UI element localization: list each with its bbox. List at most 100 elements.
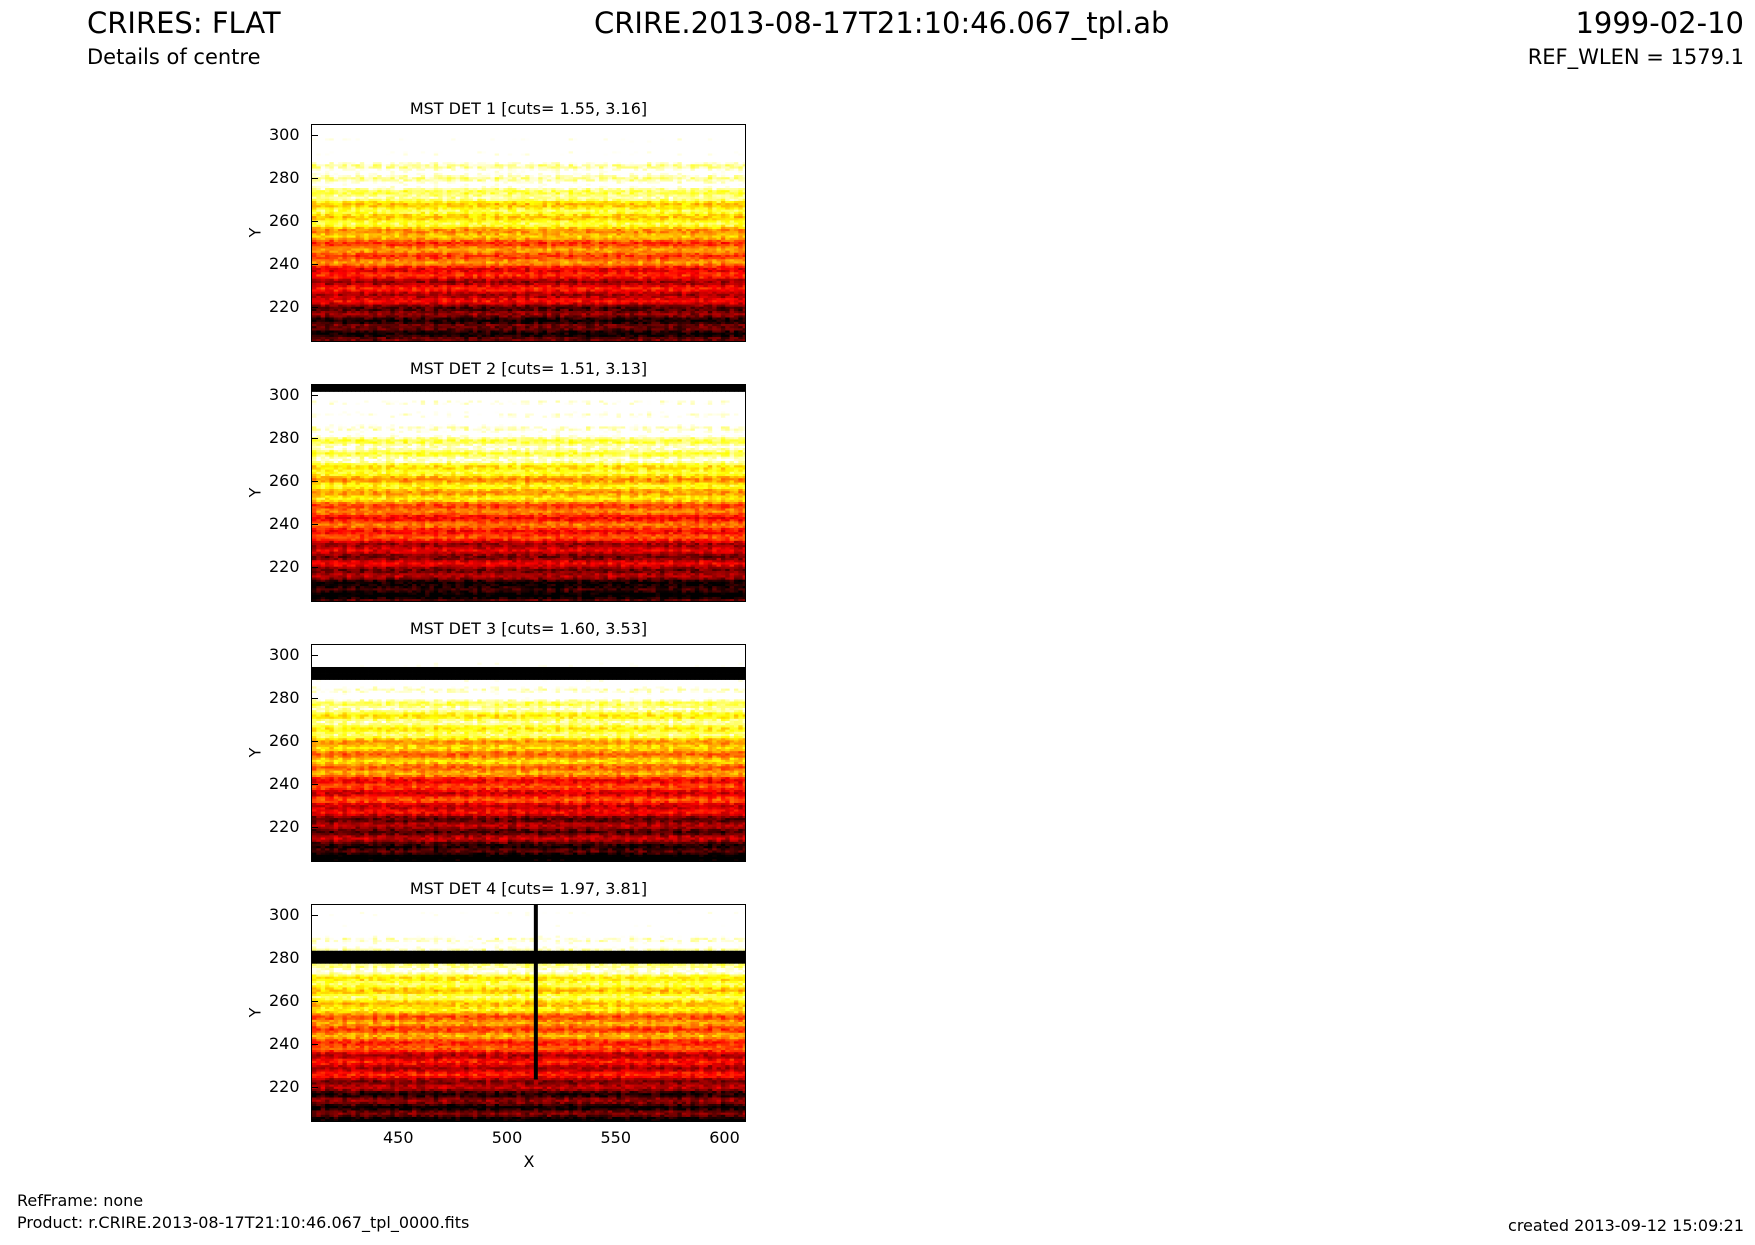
heatmap-cell (712, 258, 717, 262)
heatmap-cell (377, 273, 382, 277)
heatmap-cell (668, 256, 674, 260)
heatmap-cell (433, 325, 439, 329)
heatmap-cell (342, 237, 348, 240)
heatmap-cell (355, 269, 361, 273)
heatmap-cell (399, 276, 404, 279)
heatmap-cell (612, 252, 617, 255)
heatmap-cell (690, 327, 696, 331)
heatmap-cell (520, 319, 526, 322)
heatmap-cell (438, 245, 443, 249)
heatmap-cell (625, 269, 630, 273)
heatmap-cell (616, 241, 622, 245)
heatmap-cell (486, 235, 491, 238)
heatmap-cell (520, 308, 526, 312)
heatmap-cell (312, 252, 317, 255)
heatmap-cell (677, 319, 683, 322)
heatmap-cell (738, 239, 744, 242)
heatmap-cell (520, 317, 526, 320)
heatmap-cell (607, 241, 613, 245)
heatmap-cell (442, 301, 448, 305)
heatmap-cell (673, 280, 678, 283)
heatmap-cell (490, 241, 496, 245)
heatmap-cell (638, 321, 643, 324)
heatmap-cell (616, 301, 622, 305)
heatmap-cell (542, 250, 548, 253)
heatmap-cell (333, 293, 339, 296)
heatmap-cell (607, 308, 613, 312)
heatmap-cell (542, 308, 548, 312)
heatmap-cell (525, 239, 530, 242)
heatmap-cell (372, 325, 378, 329)
heatmap-cell (333, 239, 339, 242)
heatmap-cell (451, 323, 456, 327)
heatmap-cell (377, 271, 382, 275)
heatmap-cell (342, 241, 348, 245)
heatmap-cell (338, 256, 343, 260)
heatmap-cell (725, 258, 730, 262)
heatmap-cell (586, 330, 591, 333)
heatmap-cell (703, 243, 709, 247)
heatmap-cell (681, 258, 687, 262)
heatmap-cell (451, 267, 456, 271)
heatmap-cell (586, 327, 591, 331)
heatmap-cell (368, 273, 374, 277)
heatmap-cell (455, 263, 461, 266)
heatmap-cell (338, 269, 343, 273)
heatmap-cell (394, 312, 400, 316)
heatmap-cell (525, 254, 530, 258)
heatmap-cell (581, 301, 587, 305)
heatmap-cell (629, 306, 635, 309)
heatmap-cell (681, 256, 687, 260)
heatmap-cell (559, 250, 565, 253)
heatmap-cell (686, 295, 691, 299)
heatmap-cell (464, 263, 469, 266)
heatmap-cell (538, 308, 543, 312)
heatmap-cell (568, 276, 574, 279)
heatmap-cell (486, 308, 491, 312)
heatmap-cell (420, 235, 426, 238)
heatmap-cell (481, 267, 487, 271)
heatmap-cell (486, 243, 491, 247)
heatmap-cell (699, 286, 704, 290)
heatmap-cell (481, 248, 487, 251)
heatmap-cell (342, 306, 348, 309)
heatmap-cell (555, 299, 561, 303)
heatmap-cell (416, 319, 422, 322)
heatmap-cell (472, 235, 478, 238)
heatmap-cell (729, 237, 735, 240)
heatmap-cell (668, 295, 674, 299)
heatmap-cell (586, 321, 591, 324)
heatmap-cell (529, 276, 535, 279)
heatmap-cell (359, 271, 365, 275)
heatmap-cell (312, 267, 317, 271)
heatmap-cell (429, 330, 435, 333)
heatmap-cell (377, 299, 382, 303)
heatmap-cell (425, 310, 430, 314)
heatmap-cell (712, 263, 717, 266)
heatmap-cell (446, 336, 452, 340)
heatmap-cell (599, 260, 604, 264)
heatmap-cell (603, 330, 609, 333)
heatmap-cell (551, 250, 556, 253)
heatmap-cell (720, 291, 726, 294)
heatmap-cell (686, 252, 691, 255)
heatmap-cell (555, 280, 561, 283)
heatmap-cell (381, 297, 387, 301)
heatmap-cell (677, 299, 683, 303)
heatmap-cell (542, 289, 548, 292)
heatmap-cell (320, 323, 326, 327)
heatmap-cell (377, 250, 382, 253)
heatmap-cell (694, 289, 700, 292)
heatmap-cell (399, 254, 404, 258)
heatmap-cell (416, 252, 422, 255)
heatmap-cell (455, 286, 461, 290)
heatmap-cell (420, 248, 426, 251)
heatmap-cell (542, 237, 548, 240)
heatmap-cell (320, 319, 326, 322)
heatmap-cell (442, 248, 448, 251)
heatmap-cell (385, 258, 391, 262)
heatmap-cell (733, 260, 739, 264)
heatmap-cell (616, 340, 622, 341)
heatmap-cell (407, 293, 413, 296)
heatmap-cell (533, 273, 539, 277)
